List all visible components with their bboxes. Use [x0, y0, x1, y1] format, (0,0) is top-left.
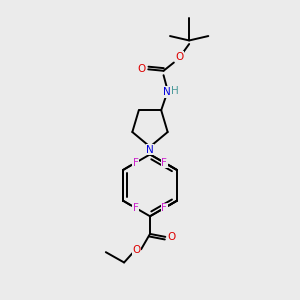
Text: F: F: [161, 158, 167, 167]
Text: O: O: [138, 64, 146, 74]
Text: N: N: [163, 87, 170, 97]
Text: F: F: [161, 203, 167, 213]
Text: O: O: [133, 245, 141, 255]
Text: N: N: [146, 145, 154, 155]
Text: F: F: [133, 158, 139, 167]
Text: O: O: [176, 52, 184, 62]
Text: F: F: [133, 203, 139, 213]
Text: O: O: [168, 232, 176, 242]
Text: H: H: [171, 86, 178, 96]
